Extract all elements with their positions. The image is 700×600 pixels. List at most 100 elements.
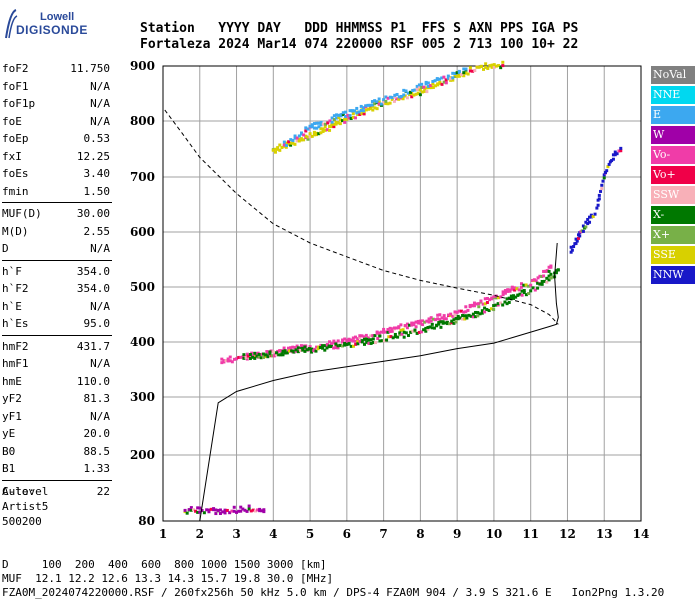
echo-point bbox=[367, 341, 371, 345]
echo-point bbox=[315, 121, 319, 125]
echo-point bbox=[527, 292, 531, 296]
echo-point bbox=[304, 126, 308, 130]
param-value: N/A bbox=[90, 242, 110, 255]
echo-point bbox=[576, 236, 580, 240]
echo-point bbox=[230, 509, 234, 513]
echo-point bbox=[310, 123, 314, 127]
echo-point bbox=[457, 309, 461, 313]
echo-point bbox=[323, 344, 327, 348]
echo-point bbox=[588, 220, 592, 224]
echo-point bbox=[426, 327, 430, 331]
echo-point bbox=[356, 340, 360, 344]
echo-point bbox=[593, 212, 597, 216]
echo-point bbox=[304, 129, 308, 133]
echo-point bbox=[499, 295, 503, 299]
echo-point bbox=[510, 287, 514, 291]
echo-point bbox=[344, 114, 348, 118]
echo-point bbox=[218, 512, 222, 516]
echo-point bbox=[494, 296, 498, 300]
echo-point bbox=[506, 289, 510, 293]
echo-point bbox=[296, 350, 300, 354]
echo-point bbox=[540, 274, 544, 278]
echo-point bbox=[375, 100, 379, 104]
echo-point bbox=[246, 354, 250, 358]
echo-point bbox=[455, 310, 459, 314]
echo-point bbox=[499, 66, 503, 70]
legend-item: NNW bbox=[651, 266, 695, 284]
echo-point bbox=[379, 102, 383, 106]
echo-point bbox=[501, 290, 505, 294]
param-value: 354.0 bbox=[76, 282, 110, 295]
echo-point bbox=[429, 316, 433, 320]
echo-point bbox=[242, 353, 246, 357]
x-tick-label: 1 bbox=[159, 527, 167, 541]
echo-point bbox=[317, 132, 321, 136]
param-row: foEp 0.53 bbox=[2, 130, 112, 148]
echo-point bbox=[360, 340, 364, 344]
echo-point bbox=[375, 107, 379, 111]
legend-item: X- bbox=[651, 206, 695, 224]
echo-point bbox=[416, 91, 420, 95]
echo-point bbox=[362, 342, 366, 346]
param-name: fxI bbox=[2, 149, 22, 163]
echo-point bbox=[482, 67, 486, 71]
echo-point bbox=[264, 353, 268, 357]
echo-point bbox=[423, 320, 427, 324]
echo-point bbox=[549, 272, 553, 276]
echo-point bbox=[569, 250, 573, 254]
param-name: foF2 bbox=[2, 62, 29, 75]
echo-point bbox=[514, 295, 518, 299]
echo-point bbox=[366, 107, 370, 111]
echo-point bbox=[286, 346, 290, 350]
legend-item: SSW bbox=[651, 186, 695, 204]
echo-point bbox=[373, 102, 377, 106]
echo-point bbox=[619, 146, 623, 150]
param-value: 1.50 bbox=[83, 184, 111, 198]
echo-point bbox=[359, 108, 363, 112]
echo-point bbox=[490, 296, 494, 300]
echo-point bbox=[214, 512, 218, 516]
echo-point bbox=[284, 141, 288, 145]
echo-point bbox=[319, 131, 323, 135]
echo-point bbox=[232, 505, 236, 509]
chart-grid bbox=[162, 65, 642, 522]
echo-point bbox=[477, 65, 481, 69]
echo-point bbox=[332, 114, 336, 118]
echo-point bbox=[412, 93, 416, 97]
echo-point bbox=[270, 354, 274, 358]
trace-3 bbox=[282, 67, 468, 148]
echo-point bbox=[442, 75, 446, 79]
echo-point bbox=[460, 72, 464, 76]
param-name: foEs bbox=[2, 167, 29, 180]
echo-point bbox=[330, 123, 334, 127]
echo-point bbox=[393, 332, 397, 336]
echo-point bbox=[388, 101, 392, 105]
echo-point bbox=[384, 330, 388, 334]
echo-point bbox=[312, 130, 316, 134]
echo-point bbox=[335, 113, 339, 117]
echo-point bbox=[472, 304, 476, 308]
echo-point bbox=[554, 271, 558, 275]
echo-point bbox=[214, 508, 218, 512]
echo-point bbox=[398, 331, 402, 335]
echo-point bbox=[617, 149, 621, 153]
echo-point bbox=[572, 245, 576, 249]
echo-point bbox=[293, 142, 297, 146]
echo-point bbox=[288, 349, 292, 353]
echo-point bbox=[353, 116, 357, 120]
echo-point bbox=[335, 116, 339, 120]
param-row: MUF(D) 30.00 bbox=[2, 205, 112, 223]
echo-point bbox=[474, 315, 478, 319]
echo-point bbox=[443, 321, 447, 325]
echo-point bbox=[428, 325, 432, 329]
echo-point bbox=[386, 96, 390, 100]
echo-point bbox=[424, 329, 428, 333]
echo-point bbox=[273, 150, 277, 154]
echo-point bbox=[258, 507, 262, 511]
echo-point bbox=[314, 349, 318, 353]
echo-point bbox=[391, 336, 395, 340]
echo-point bbox=[404, 89, 408, 93]
echo-point bbox=[205, 508, 209, 512]
echo-point bbox=[454, 316, 458, 320]
echo-point bbox=[323, 125, 327, 129]
